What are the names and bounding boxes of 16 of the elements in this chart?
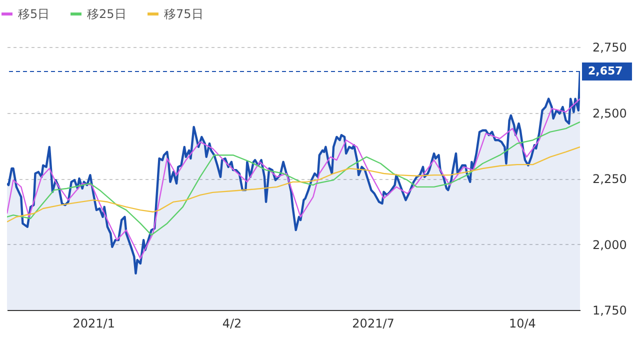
legend-label: 移75日 xyxy=(164,7,204,21)
legend-label: 移5日 xyxy=(18,7,50,21)
y-tick-label: 2,000 xyxy=(592,238,627,252)
x-tick-label: 4/2 xyxy=(222,316,242,330)
ref-line-label: 2,657 xyxy=(588,64,623,78)
legend-label: 移25日 xyxy=(87,7,126,21)
y-tick-label: 2,500 xyxy=(592,106,627,120)
line-series xyxy=(7,98,580,260)
x-tick-label: 10/4 xyxy=(508,316,536,330)
line-series xyxy=(7,146,580,222)
line-series xyxy=(7,121,580,236)
x-tick-label: 2021/7 xyxy=(352,316,394,330)
y-tick-label: 1,750 xyxy=(592,304,627,318)
y-tick-label: 2,750 xyxy=(592,40,627,54)
y-tick-label: 2,250 xyxy=(592,172,627,186)
x-tick-label: 2021/1 xyxy=(72,316,115,330)
